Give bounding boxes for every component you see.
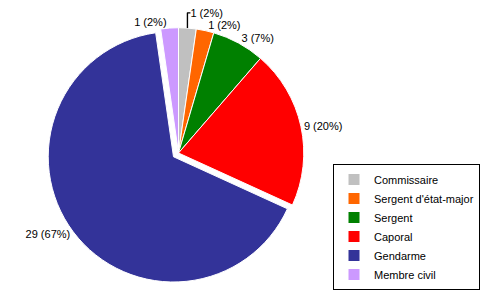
svg-text:9 (20%): 9 (20%) (304, 120, 343, 132)
svg-text:Sergent: Sergent (374, 212, 413, 224)
svg-text:1 (2%): 1 (2%) (190, 7, 222, 19)
svg-text:3 (7%): 3 (7%) (242, 32, 274, 44)
svg-text:Caporal: Caporal (374, 231, 413, 243)
svg-text:Gendarme: Gendarme (374, 250, 426, 262)
svg-text:1 (2%): 1 (2%) (134, 16, 166, 28)
svg-text:Sergent d'état-major: Sergent d'état-major (374, 193, 474, 205)
svg-text:Membre civil: Membre civil (374, 269, 436, 281)
svg-text:Commissaire: Commissaire (374, 174, 438, 186)
svg-text:29 (67%): 29 (67%) (26, 228, 71, 240)
svg-text:1 (2%): 1 (2%) (208, 19, 240, 31)
